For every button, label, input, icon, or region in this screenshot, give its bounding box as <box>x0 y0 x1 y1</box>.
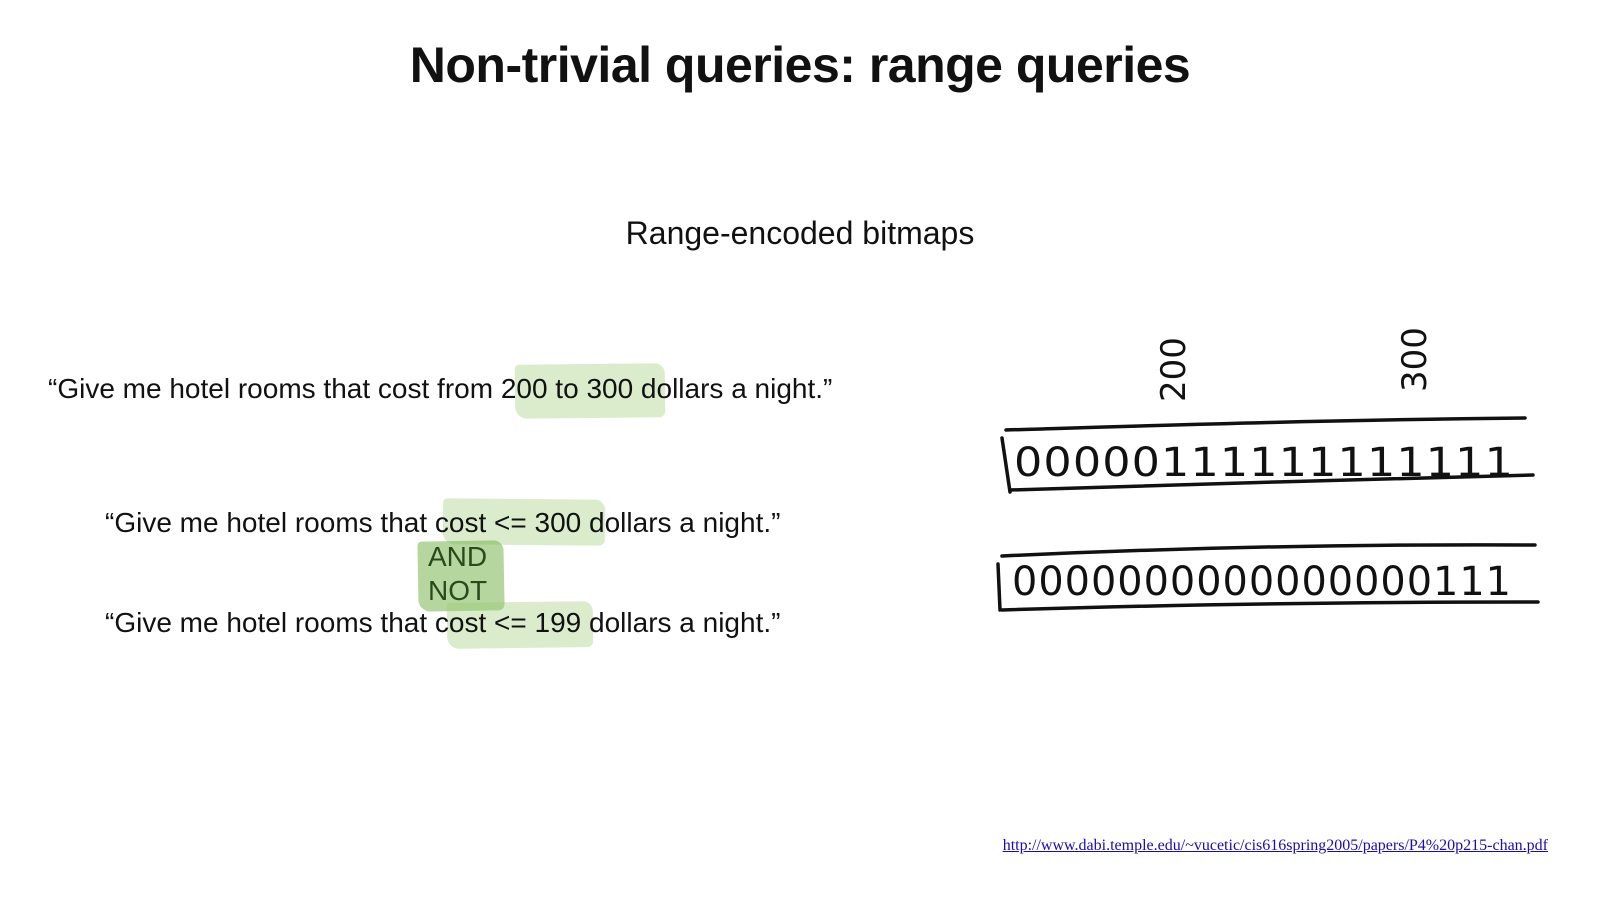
query2-condition: cost <= 300 <box>434 507 582 538</box>
query2-after: dollars a night.” <box>581 507 781 538</box>
operator-not: NOT <box>428 575 488 606</box>
query3-after: dollars a night.” <box>581 607 781 638</box>
slide-title: Non-trivial queries: range queries <box>409 37 1191 93</box>
operator-and: AND <box>428 541 488 572</box>
label-300: 300 <box>1395 327 1435 392</box>
bitmap1-bits: 00000111111111111 <box>1014 440 1514 486</box>
query1-range: 200 to 300 <box>500 373 634 404</box>
query3-text: “Give me hotel rooms that cost <= 199 do… <box>105 607 780 639</box>
query1-text: “Give me hotel rooms that cost from 200 … <box>48 373 832 405</box>
query2-before: “Give me hotel rooms that <box>105 507 435 538</box>
bitmap2-top-line <box>1000 543 1537 558</box>
query3-before: “Give me hotel rooms that <box>105 607 435 638</box>
label-200: 200 <box>1154 337 1194 402</box>
reference-link[interactable]: http://www.dabi.temple.edu/~vucetic/cis6… <box>1002 837 1548 854</box>
bitmap1-left-line <box>1000 436 1012 494</box>
bitmap2-bottom-line <box>1000 600 1540 612</box>
query1-before: “Give me hotel rooms that cost from <box>48 373 501 404</box>
query3-condition: cost <= 199 <box>434 607 582 638</box>
bitmap1-bottom-line <box>1008 473 1535 492</box>
bitmap-sketch: 200 300 00000111111111111 00000000000000… <box>996 327 1540 612</box>
query2-text: “Give me hotel rooms that cost <= 300 do… <box>105 507 780 539</box>
query1-after: dollars a night.” <box>633 373 833 404</box>
bitmap1-top-line <box>1004 416 1527 432</box>
slide-subtitle: Range-encoded bitmaps <box>625 215 975 251</box>
bitmap2-bits: 0000000000000000111 <box>1012 559 1512 605</box>
bitmap2-left-line <box>996 562 1002 612</box>
